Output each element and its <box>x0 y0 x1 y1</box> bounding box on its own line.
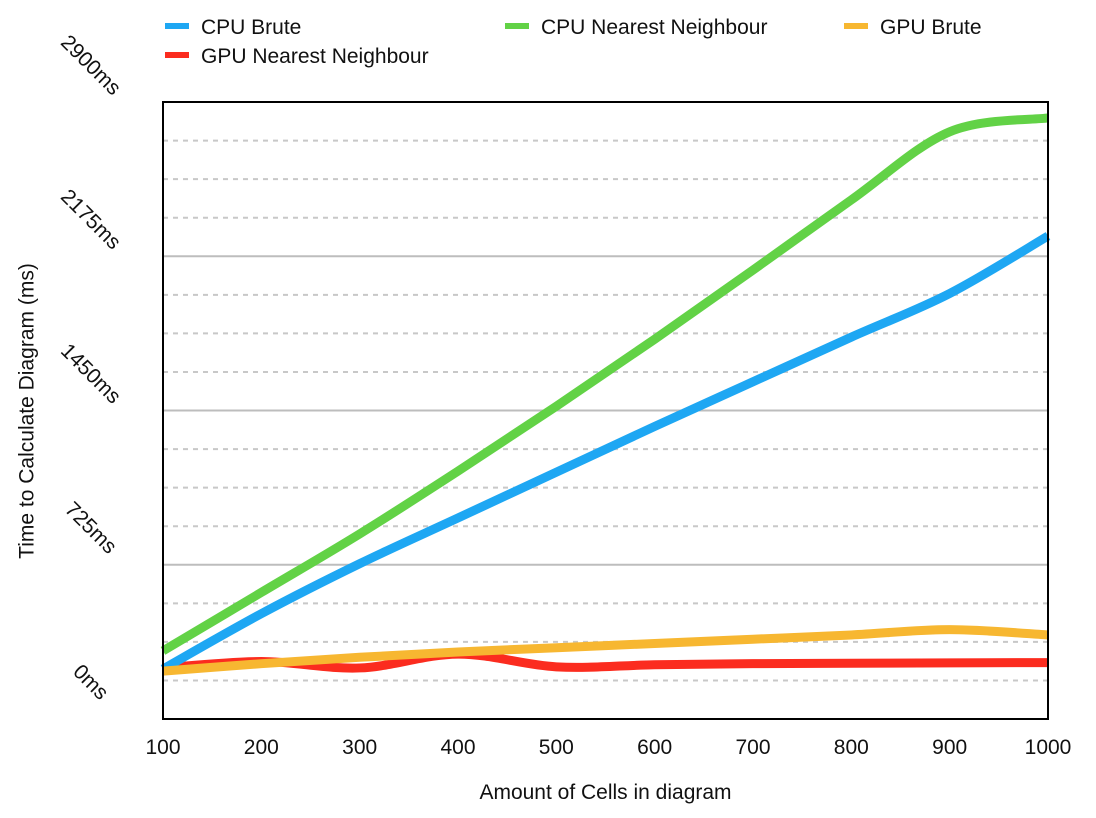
legend-label: GPU Brute <box>880 16 982 39</box>
y-axis-ticks: 0ms 725ms 1450ms 2175ms 2900ms <box>56 31 125 705</box>
series-line-cpu-nearest-neighbour <box>160 113 1049 655</box>
x-tick-label: 400 <box>440 736 475 759</box>
y-tick-label: 2175ms <box>56 185 125 254</box>
legend-label: CPU Brute <box>201 16 301 39</box>
legend-label: CPU Nearest Neighbour <box>541 16 767 39</box>
series-line-gpu-brute <box>162 625 1049 676</box>
y-tick-label: 0ms <box>69 660 113 704</box>
x-tick-label: 600 <box>637 736 672 759</box>
legend-label: GPU Nearest Neighbour <box>201 45 429 68</box>
x-tick-label: 700 <box>735 736 770 759</box>
x-tick-label: 200 <box>244 736 279 759</box>
x-tick-label: 900 <box>932 736 967 759</box>
series-line-cpu-brute <box>160 232 1051 673</box>
x-tick-label: 100 <box>145 736 180 759</box>
x-tick-label: 1000 <box>1025 736 1072 759</box>
series-line-gpu-nearest-neighbour <box>162 649 1049 673</box>
x-tick-label: 800 <box>834 736 869 759</box>
x-tick-label: 500 <box>539 736 574 759</box>
y-tick-label: 1450ms <box>56 339 125 408</box>
plot-area-frame <box>162 101 1049 720</box>
series-lines <box>160 113 1051 676</box>
x-axis-title: Amount of Cells in diagram <box>479 781 731 804</box>
x-tick-label: 300 <box>342 736 377 759</box>
y-tick-label: 725ms <box>60 498 121 559</box>
y-axis-title: Time to Calculate Diagram (ms) <box>16 263 39 559</box>
x-axis-ticks: 100 200 300 400 500 600 700 800 900 1000 <box>145 736 1071 759</box>
y-tick-label: 2900ms <box>56 31 125 100</box>
legend: CPU Brute CPU Nearest Neighbour GPU Brute G… <box>165 16 982 68</box>
